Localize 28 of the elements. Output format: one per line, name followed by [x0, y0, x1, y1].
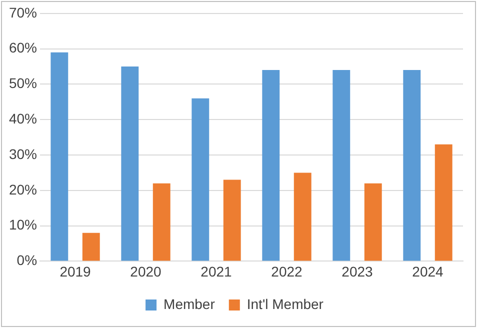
x-tick-label: 2024	[412, 263, 444, 280]
y-tick-label: 50%	[8, 75, 38, 92]
bar	[364, 183, 382, 261]
bar	[434, 144, 452, 261]
y-tick-label: 10%	[8, 216, 38, 233]
x-tick-label: 2023	[342, 263, 374, 280]
bar	[121, 66, 139, 261]
bar	[294, 172, 312, 261]
bar	[262, 70, 280, 261]
x-tick-label: 2021	[200, 263, 232, 280]
bar	[403, 70, 421, 261]
x-tick-label: 2019	[60, 263, 92, 280]
bar	[332, 70, 350, 261]
bar	[223, 180, 241, 261]
bar	[152, 183, 170, 261]
bar	[82, 232, 100, 261]
y-tick-label: 0%	[16, 252, 38, 268]
legend-label: Int'l Member	[246, 296, 324, 312]
y-tick-label: 30%	[8, 146, 38, 162]
legend-label: Member	[164, 296, 216, 312]
bar	[50, 52, 68, 261]
x-tick-label: 2020	[130, 263, 162, 280]
y-tick-label: 40%	[8, 110, 38, 126]
y-tick-label: 20%	[8, 181, 38, 198]
bar	[192, 98, 210, 261]
x-tick-label: 2022	[271, 263, 303, 280]
y-tick-label: 60%	[8, 40, 38, 56]
y-tick-label: 70%	[8, 4, 38, 20]
